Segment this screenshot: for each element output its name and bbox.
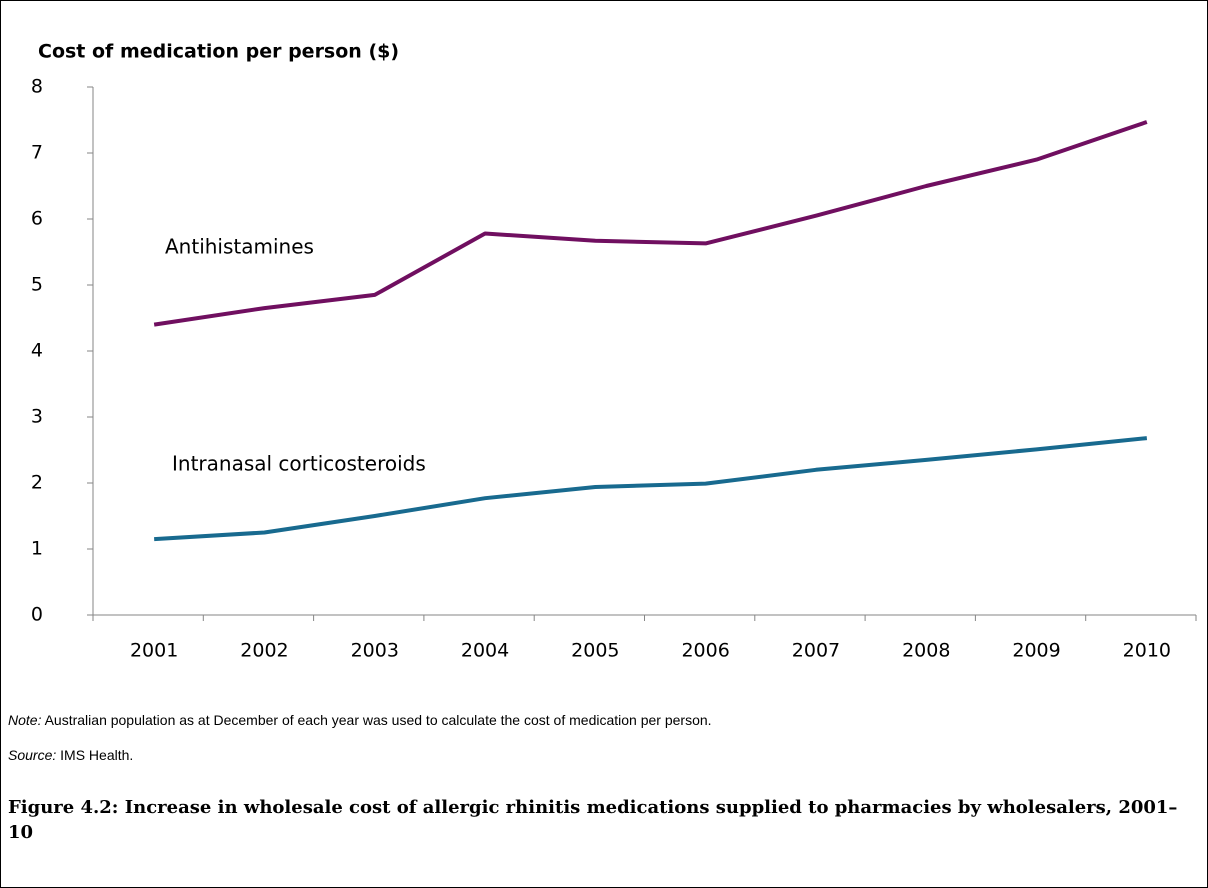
y-tick-label: 6 xyxy=(31,208,43,230)
x-tick-label: 2006 xyxy=(681,640,729,662)
x-tick-label: 2008 xyxy=(902,640,950,662)
y-tick-label: 0 xyxy=(31,604,43,626)
y-axis-title: Cost of medication per person ($) xyxy=(38,41,399,63)
x-tick-label: 2003 xyxy=(351,640,399,662)
y-tick-label: 1 xyxy=(31,538,43,560)
y-tick-label: 3 xyxy=(31,406,43,428)
series-line xyxy=(154,436,1148,542)
x-tick-label: 2005 xyxy=(571,640,619,662)
y-tick-label: 7 xyxy=(31,142,43,164)
series-label: Antihistamines xyxy=(165,235,314,259)
x-tick-label: 2004 xyxy=(461,640,509,662)
x-tick-label: 2002 xyxy=(240,640,288,662)
series-label: Intranasal corticosteroids xyxy=(172,452,426,476)
note: Note: Australian population as at Decemb… xyxy=(8,712,712,728)
x-tick-label: 2010 xyxy=(1123,640,1171,662)
y-tick-label: 2 xyxy=(31,472,43,494)
note-text: Australian population as at December of … xyxy=(44,712,712,728)
note-label: Note: xyxy=(8,712,42,728)
y-tick-label: 4 xyxy=(31,340,43,362)
source-label: Source: xyxy=(8,747,57,763)
series-line xyxy=(153,120,1148,327)
x-tick-label: 2009 xyxy=(1012,640,1060,662)
y-tick-label: 8 xyxy=(31,76,43,98)
source-text: IMS Health. xyxy=(60,747,134,763)
y-tick-label: 5 xyxy=(31,274,43,296)
x-tick-label: 2007 xyxy=(792,640,840,662)
x-tick-label: 2001 xyxy=(130,640,178,662)
figure-caption: Figure 4.2: Increase in wholesale cost o… xyxy=(8,797,1178,843)
source: Source: IMS Health. xyxy=(8,747,133,763)
